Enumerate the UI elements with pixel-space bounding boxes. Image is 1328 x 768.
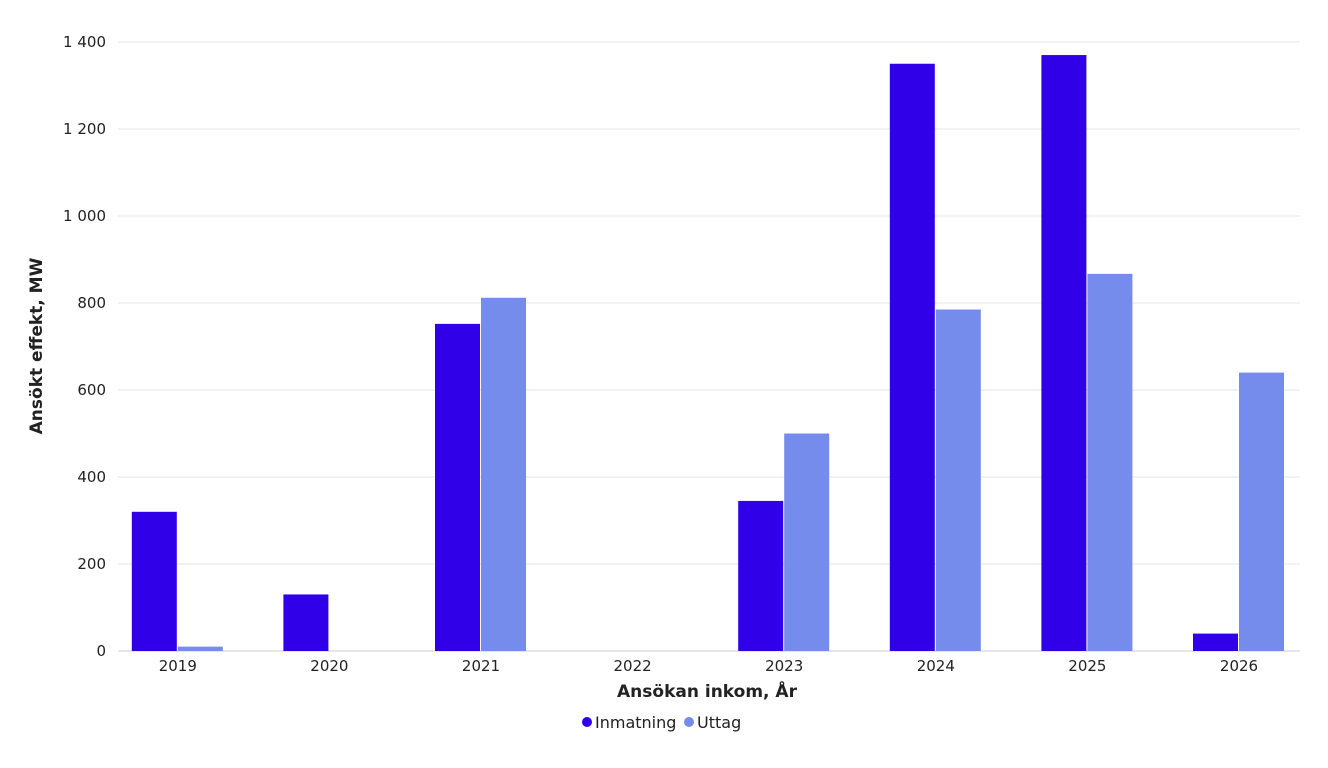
bar-inmatning-2021 xyxy=(435,323,480,651)
legend-marker-uttag xyxy=(684,717,694,727)
x-tick-label: 2024 xyxy=(917,657,955,675)
y-tick-label: 800 xyxy=(77,294,106,312)
x-tick-label: 2022 xyxy=(614,657,652,675)
y-tick-label: 400 xyxy=(77,468,106,486)
bar-inmatning-2020 xyxy=(283,594,329,651)
x-tick-label: 2026 xyxy=(1220,657,1258,675)
bar-uttag-2023 xyxy=(784,433,830,651)
x-tick-label: 2025 xyxy=(1068,657,1106,675)
bar-uttag-2021 xyxy=(481,297,526,651)
bars xyxy=(131,55,1284,652)
gridlines xyxy=(118,41,1300,652)
x-tick-label: 2023 xyxy=(765,657,803,675)
x-axis-ticks: 2019 2020 2021 2022 2023 2024 2025 2026 xyxy=(159,657,1258,675)
bar-uttag-2026 xyxy=(1239,372,1284,651)
legend-label-uttag: Uttag xyxy=(697,713,741,732)
y-tick-label: 200 xyxy=(77,555,106,573)
y-tick-label: 1 000 xyxy=(63,207,106,225)
legend-marker-inmatning xyxy=(582,717,592,727)
bar-inmatning-2024 xyxy=(889,63,935,651)
bar-uttag-2024 xyxy=(935,309,981,651)
bar-inmatning-2023 xyxy=(738,500,784,651)
x-axis-title: Ansökan inkom, År xyxy=(617,679,798,702)
legend-label-inmatning: Inmatning xyxy=(595,713,676,732)
x-tick-label: 2019 xyxy=(159,657,197,675)
y-axis-ticks: 0 200 400 600 800 1 000 1 200 1 400 xyxy=(63,33,106,660)
x-tick-label: 2021 xyxy=(462,657,500,675)
bar-inmatning-2025 xyxy=(1041,55,1087,652)
y-tick-label: 0 xyxy=(96,642,106,660)
y-tick-label: 1 400 xyxy=(63,33,106,51)
legend: Inmatning Uttag xyxy=(582,713,741,732)
bar-uttag-2019 xyxy=(177,646,223,651)
y-tick-label: 600 xyxy=(77,381,106,399)
x-tick-label: 2020 xyxy=(310,657,348,675)
bar-inmatning-2026 xyxy=(1193,633,1238,651)
y-axis-title: Ansökt effekt, MW xyxy=(27,257,47,434)
y-tick-label: 1 200 xyxy=(63,120,106,138)
bar-uttag-2025 xyxy=(1087,273,1133,651)
bar-inmatning-2019 xyxy=(131,511,177,651)
